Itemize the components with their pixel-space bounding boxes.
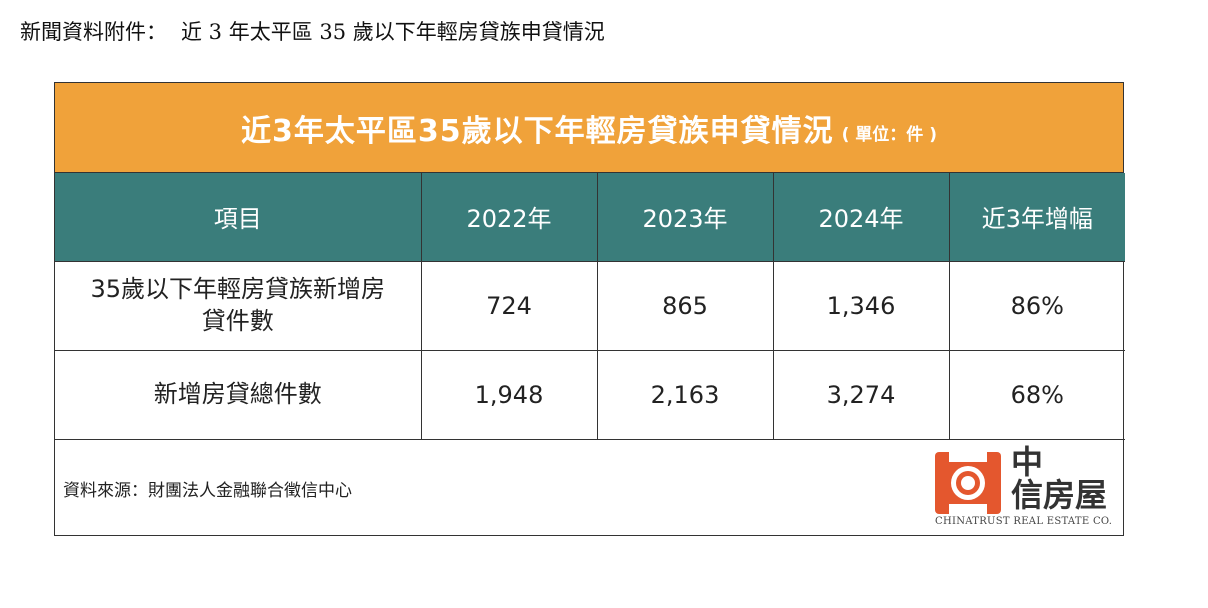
cell-2024: 3,274 — [772, 349, 950, 440]
table-unit: ( 單位：件 ) — [841, 125, 937, 145]
cell-2022: 724 — [420, 260, 598, 351]
row-label: 新增房貸總件數 — [55, 349, 422, 440]
cell-growth: 68% — [948, 349, 1125, 440]
logo-cn-line1: 中 — [1011, 443, 1044, 481]
table-footer: 資料來源：財團法人金融聯合徵信中心 中 信房屋 CHINATRUST REAL … — [55, 438, 1123, 535]
cell-2023: 865 — [596, 260, 774, 351]
header-2024: 2024年 — [772, 173, 950, 262]
header-item: 項目 — [55, 173, 422, 262]
cell-2022: 1,948 — [420, 349, 598, 440]
data-source: 資料來源：財團法人金融聯合徵信中心 — [63, 481, 352, 501]
cell-2024: 1,346 — [772, 260, 950, 351]
table-title: 近3年太平區35歲以下年輕房貸族申貸情況 — [240, 113, 834, 149]
header-2022: 2022年 — [420, 173, 598, 262]
row-label: 35歲以下年輕房貸族新增房貸件數 — [55, 260, 422, 351]
table-title-band: 近3年太平區35歲以下年輕房貸族申貸情況 ( 單位：件 ) — [55, 83, 1123, 173]
header-row: 項目 2022年 2023年 2024年 近3年增幅 — [55, 173, 1125, 262]
logo-cn-line2: 信房屋 — [1011, 476, 1108, 514]
cell-growth: 86% — [948, 260, 1125, 351]
data-table: 項目 2022年 2023年 2024年 近3年增幅 35歲以下年輕房貸族新增房… — [55, 173, 1125, 440]
logo-chinese-name: 中 信房屋 — [1011, 446, 1107, 512]
table-row: 35歲以下年輕房貸族新增房貸件數 724 865 1,346 86% — [55, 260, 1125, 351]
company-logo: 中 信房屋 CHINATRUST REAL ESTATE CO. — [935, 446, 1113, 530]
page-heading: 新聞資料附件： 近 3 年太平區 35 歲以下年輕房貸族申貸情況 — [20, 16, 605, 46]
logo-mark-icon — [935, 452, 1001, 514]
header-growth: 近3年增幅 — [948, 173, 1125, 262]
heading-prefix: 新聞資料附件： — [20, 20, 167, 44]
heading-text: 近 3 年太平區 35 歲以下年輕房貸族申貸情況 — [181, 20, 605, 44]
logo-english-name: CHINATRUST REAL ESTATE CO. — [935, 516, 1113, 527]
data-table-card: 近3年太平區35歲以下年輕房貸族申貸情況 ( 單位：件 ) 項目 2022年 2… — [54, 82, 1125, 536]
table-row: 新增房貸總件數 1,948 2,163 3,274 68% — [55, 349, 1125, 440]
header-2023: 2023年 — [596, 173, 774, 262]
cell-2023: 2,163 — [596, 349, 774, 440]
